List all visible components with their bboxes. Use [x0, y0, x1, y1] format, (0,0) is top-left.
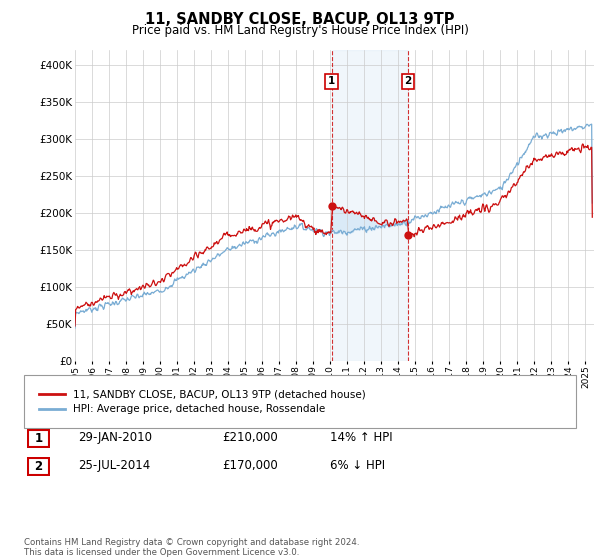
- Text: 29-JAN-2010: 29-JAN-2010: [78, 431, 152, 445]
- Text: 14% ↑ HPI: 14% ↑ HPI: [330, 431, 392, 445]
- Text: 2: 2: [34, 460, 43, 473]
- Text: 11, SANDBY CLOSE, BACUP, OL13 9TP: 11, SANDBY CLOSE, BACUP, OL13 9TP: [145, 12, 455, 27]
- Text: Price paid vs. HM Land Registry's House Price Index (HPI): Price paid vs. HM Land Registry's House …: [131, 24, 469, 37]
- Text: 6% ↓ HPI: 6% ↓ HPI: [330, 459, 385, 473]
- Text: 2: 2: [404, 77, 412, 86]
- Text: £210,000: £210,000: [222, 431, 278, 445]
- Text: £170,000: £170,000: [222, 459, 278, 473]
- Bar: [332, 50, 408, 361]
- Legend: 11, SANDBY CLOSE, BACUP, OL13 9TP (detached house), HPI: Average price, detached: 11, SANDBY CLOSE, BACUP, OL13 9TP (detac…: [35, 385, 370, 418]
- Text: 1: 1: [34, 432, 43, 445]
- Text: 1: 1: [328, 77, 335, 86]
- Text: Contains HM Land Registry data © Crown copyright and database right 2024.
This d: Contains HM Land Registry data © Crown c…: [24, 538, 359, 557]
- Text: 25-JUL-2014: 25-JUL-2014: [78, 459, 150, 473]
